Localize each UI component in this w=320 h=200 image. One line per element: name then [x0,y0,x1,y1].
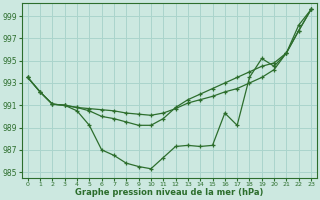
X-axis label: Graphe pression niveau de la mer (hPa): Graphe pression niveau de la mer (hPa) [75,188,264,197]
